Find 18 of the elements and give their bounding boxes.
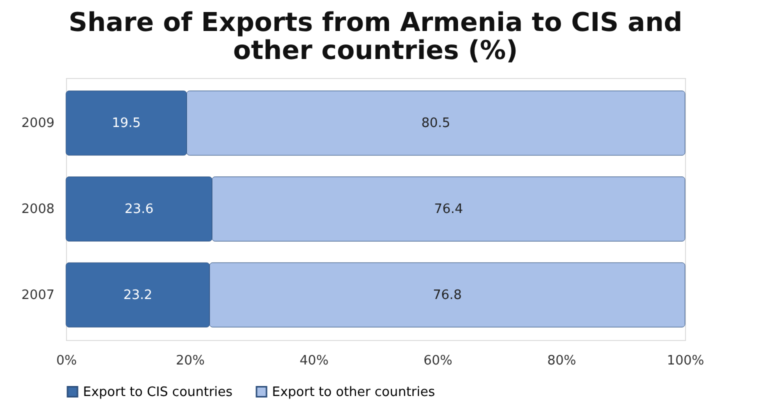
legend-label: Export to other countries <box>272 384 436 400</box>
x-tick-label: 0% <box>56 354 77 368</box>
y-tick-label: 2007 <box>21 288 54 303</box>
data-label: 76.8 <box>432 288 462 303</box>
x-tick-label: 100% <box>666 354 704 368</box>
x-tick-label: 20% <box>176 354 205 368</box>
legend-label: Export to CIS countries <box>83 384 233 400</box>
chart-title: Share of Exports from Armenia to CIS and other countries (%) <box>68 8 682 66</box>
data-label: 19.5 <box>112 116 141 132</box>
data-label: 76.4 <box>434 202 464 217</box>
y-tick-label: 2009 <box>21 116 54 132</box>
x-tick-label: 60% <box>423 354 452 368</box>
x-tick-label: 40% <box>300 354 329 368</box>
data-label: 80.5 <box>421 116 450 132</box>
x-tick-label: 80% <box>547 354 576 368</box>
data-label: 23.2 <box>123 288 152 303</box>
y-tick-label: 2008 <box>21 202 54 217</box>
data-label: 23.6 <box>124 202 154 217</box>
